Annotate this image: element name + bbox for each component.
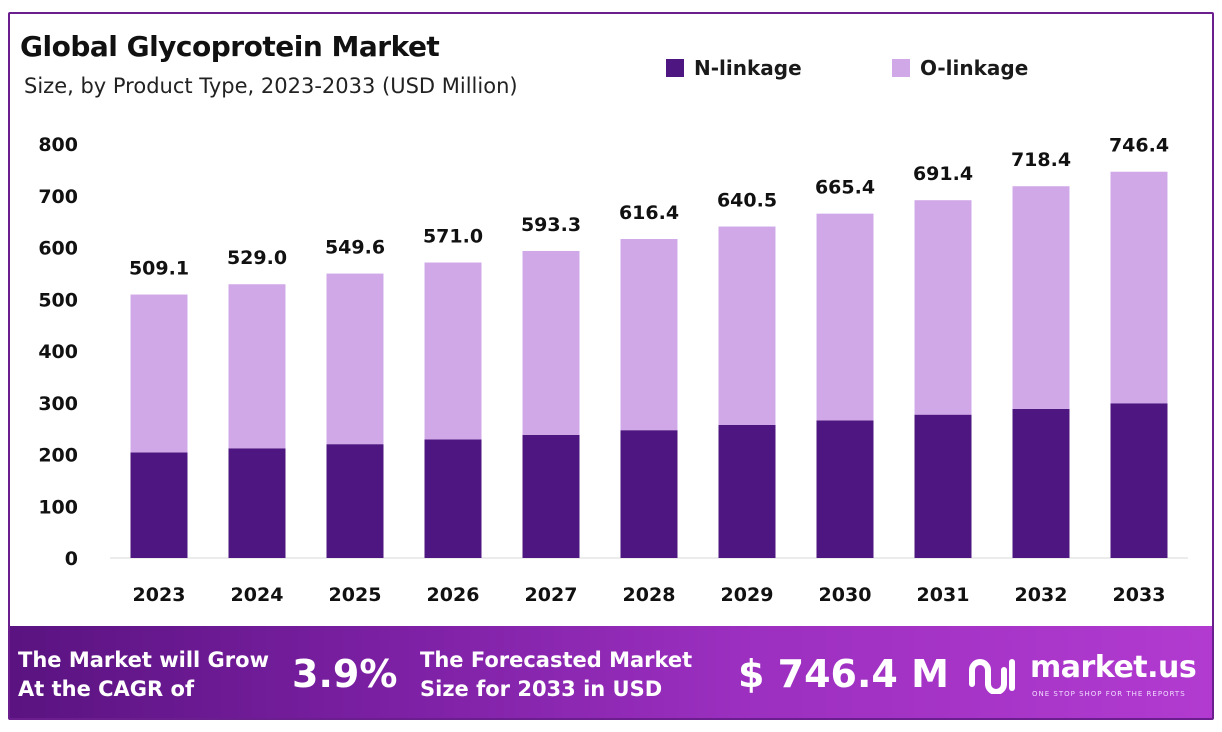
- forecast-text-line-2: Size for 2033 in USD: [420, 677, 663, 701]
- bar-total-label: 746.4: [1109, 135, 1169, 157]
- y-tick-label: 100: [38, 496, 78, 518]
- chart-subtitle: Size, by Product Type, 2023-2033 (USD Mi…: [24, 74, 518, 98]
- x-tick-label: 2029: [721, 584, 774, 606]
- y-tick-label: 500: [38, 289, 78, 311]
- y-tick-label: 400: [38, 341, 78, 363]
- x-tick-label: 2026: [427, 584, 480, 606]
- legend-swatch-n-linkage: [666, 59, 684, 77]
- x-tick-label: 2025: [329, 584, 382, 606]
- x-tick-label: 2032: [1015, 584, 1068, 606]
- bar-segment-n-linkage: [228, 448, 286, 558]
- x-tick-label: 2024: [231, 584, 284, 606]
- bar-segment-o-linkage: [718, 226, 776, 426]
- bar-segment-o-linkage: [424, 262, 482, 440]
- y-tick-label: 200: [38, 445, 78, 467]
- legend-item-o-linkage: O-linkage: [892, 56, 1028, 80]
- x-tick-label: 2028: [623, 584, 676, 606]
- y-tick-label: 600: [38, 238, 78, 260]
- bar-segment-n-linkage: [816, 420, 874, 558]
- chart-title: Global Glycoprotein Market: [20, 30, 440, 63]
- bar-total-label: 549.6: [325, 237, 385, 259]
- x-tick-label: 2027: [525, 584, 578, 606]
- cagr-value: 3.9%: [292, 652, 398, 696]
- stacked-bar-chart: 0 100 200 300 400 500 600 700 800 509.1 2023 529.0 2…: [38, 134, 1188, 606]
- bar-total-label: 593.3: [521, 214, 581, 236]
- forecast-text: The Forecasted Market Size for 2033 in U…: [420, 646, 692, 704]
- legend-swatch-o-linkage: [892, 59, 910, 77]
- bar-total-label: 571.0: [423, 226, 483, 248]
- brand[interactable]: market.us ONE STOP SHOP FOR THE REPORTS: [968, 650, 1198, 704]
- bar-segment-o-linkage: [522, 250, 580, 435]
- x-tick-label: 2023: [133, 584, 186, 606]
- bar-total-label: 718.4: [1011, 149, 1071, 171]
- bar-segment-n-linkage: [718, 425, 776, 558]
- bar-segment-n-linkage: [620, 430, 678, 558]
- bar-segment-o-linkage: [1110, 171, 1168, 404]
- x-tick-label: 2031: [917, 584, 970, 606]
- bar-segment-o-linkage: [130, 294, 188, 453]
- brand-tagline: ONE STOP SHOP FOR THE REPORTS: [1032, 690, 1186, 698]
- legend-item-n-linkage: N-linkage: [666, 56, 802, 80]
- bar-segment-n-linkage: [424, 439, 482, 558]
- forecast-value: $ 746.4 M: [738, 652, 949, 696]
- y-tick-label: 800: [38, 134, 78, 156]
- bar-total-label: 616.4: [619, 202, 679, 224]
- legend-label-o-linkage: O-linkage: [920, 56, 1029, 80]
- bar-segment-o-linkage: [326, 273, 384, 445]
- bar-segment-n-linkage: [326, 444, 384, 558]
- y-tick-label: 300: [38, 393, 78, 415]
- bar-total-label: 640.5: [717, 190, 777, 212]
- legend-label-n-linkage: N-linkage: [694, 56, 802, 80]
- bar-segment-o-linkage: [228, 284, 286, 449]
- brand-name: market.us: [1030, 650, 1197, 685]
- bar-segment-o-linkage: [1012, 186, 1070, 409]
- bar-segment-n-linkage: [1012, 408, 1070, 558]
- bar-total-label: 665.4: [815, 177, 875, 199]
- bar-segment-o-linkage: [816, 213, 874, 421]
- y-tick-label: 700: [38, 186, 78, 208]
- y-tick-label: 0: [65, 548, 78, 570]
- bar-total-label: 529.0: [227, 247, 287, 269]
- bar-segment-n-linkage: [130, 452, 188, 558]
- bar-segment-n-linkage: [1110, 403, 1168, 558]
- bar-segment-n-linkage: [914, 414, 972, 558]
- market-us-logo-icon: [969, 659, 1015, 694]
- x-tick-label: 2033: [1113, 584, 1166, 606]
- x-tick-label: 2030: [819, 584, 872, 606]
- chart-frame: Global Glycoprotein Market Size, by Prod…: [8, 12, 1214, 720]
- bar-segment-o-linkage: [620, 239, 678, 431]
- forecast-text-line-1: The Forecasted Market: [420, 648, 693, 672]
- bar-total-label: 509.1: [129, 258, 189, 280]
- bar-total-label: 691.4: [913, 163, 973, 185]
- bar-segment-o-linkage: [914, 200, 972, 415]
- summary-banner: The Market will Grow At the CAGR of 3.9%…: [10, 626, 1212, 718]
- cagr-text-line-2: At the CAGR of: [18, 677, 195, 701]
- cagr-text-line-1: The Market will Grow: [18, 648, 269, 672]
- bar-segment-n-linkage: [522, 434, 580, 558]
- cagr-text: The Market will Grow At the CAGR of: [18, 646, 269, 704]
